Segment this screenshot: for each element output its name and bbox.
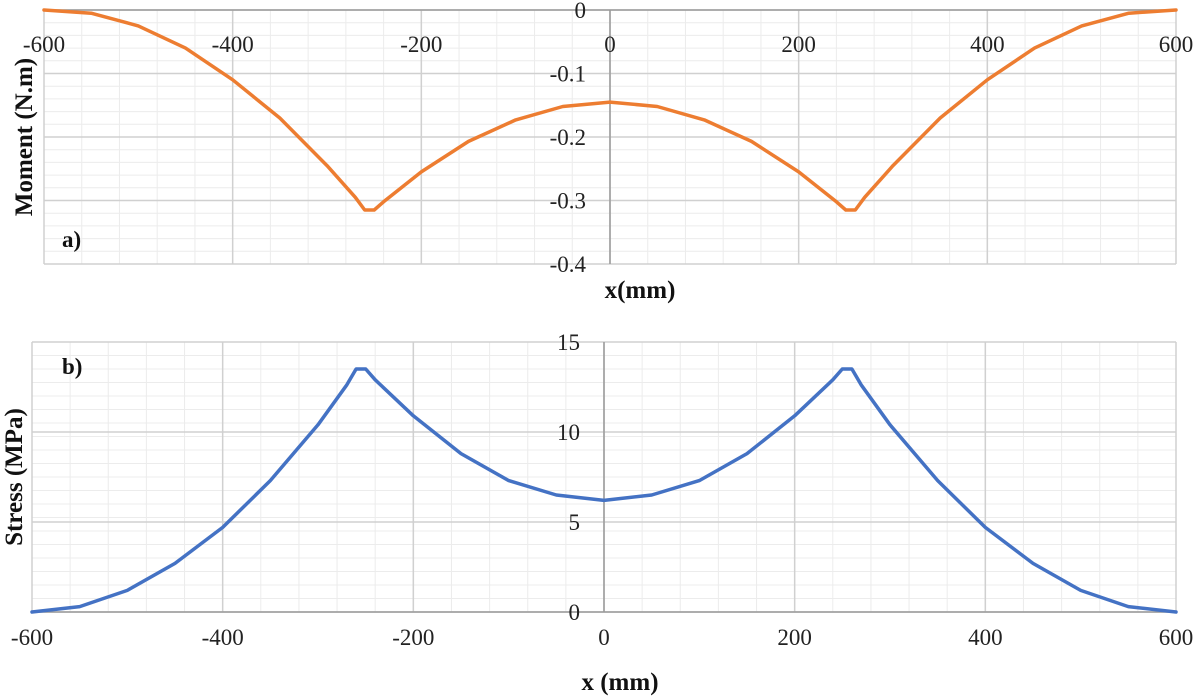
series-line-moment (42, 8, 1178, 212)
x-tick-label: -400 (202, 625, 244, 650)
series-line-stress (30, 367, 1178, 614)
x-tick-label: 200 (777, 625, 812, 650)
y-tick-label: 15 (557, 330, 580, 355)
panel-label: a) (62, 227, 81, 252)
y-tick-label: 5 (569, 510, 581, 535)
x-tick-label: -600 (11, 625, 53, 650)
y-tick-label: -0.3 (550, 189, 586, 214)
y-tick-label: 0 (575, 0, 587, 23)
y-tick-label: 0 (569, 600, 581, 625)
x-tick-label: -200 (392, 625, 434, 650)
y-axis-title: Moment (N.m) (11, 58, 38, 216)
x-tick-label: -600 (23, 32, 65, 57)
y-tick-label: 10 (557, 420, 580, 445)
x-tick-label: 600 (1159, 32, 1194, 57)
y-tick-label: -0.1 (550, 62, 586, 87)
x-tick-label: 400 (968, 625, 1003, 650)
x-axis-title: x (mm) (581, 669, 658, 696)
x-tick-label: -200 (400, 32, 442, 57)
x-tick-label: 0 (598, 625, 610, 650)
chart-panel-moment: -600 -400 -200 0 200 400 600 0 -0.1 -0.2 -0.3 -0.4 x… (11, 0, 1193, 304)
x-tick-label: 400 (970, 32, 1005, 57)
y-tick-label: -0.4 (550, 252, 587, 277)
chart-panel-stress: -600 -400 -200 0 200 400 600 0 5 10 15 x (mm) Stress… (1, 330, 1193, 696)
x-tick-label: -400 (212, 32, 254, 57)
x-axis-title: x(mm) (605, 277, 676, 304)
panel-label: b) (62, 354, 82, 379)
y-axis-title: Stress (MPa) (1, 408, 28, 546)
x-tick-label: 0 (604, 32, 616, 57)
x-tick-label: 600 (1159, 625, 1194, 650)
y-tick-label: -0.2 (550, 125, 586, 150)
x-tick-label: 200 (781, 32, 816, 57)
